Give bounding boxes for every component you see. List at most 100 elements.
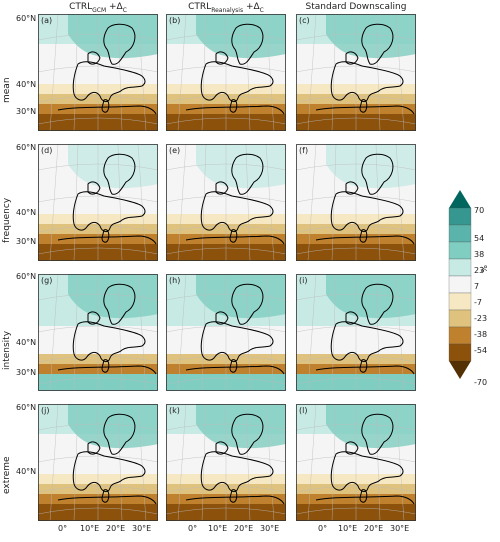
lat-label-60n-row1: 60°N: [16, 14, 37, 23]
coastline: [101, 229, 110, 243]
parallel-line: [165, 485, 287, 493]
parallel-line: [165, 355, 287, 363]
map-canvas: [37, 403, 159, 522]
parallel-line: [37, 377, 159, 385]
meridian-line: [245, 143, 251, 262]
meridian-line: [307, 273, 317, 392]
coastline: [229, 229, 238, 243]
parallel-line: [165, 117, 287, 125]
panel-label: (e): [169, 146, 181, 155]
panel-label: (a): [41, 16, 53, 25]
northern-increase-region: [196, 144, 286, 189]
meridian-line: [331, 13, 337, 132]
colorbar-unit: %: [479, 265, 488, 273]
meridian-line: [375, 13, 381, 132]
map-panel-mean-2: (b): [165, 13, 287, 132]
northern-increase-region: [326, 274, 416, 319]
map-canvas: [295, 13, 417, 132]
parallel-line: [37, 485, 159, 493]
lat-label-40n-row1: 40°N: [16, 80, 37, 89]
parallel-line: [37, 293, 159, 301]
meridian-line: [49, 143, 59, 262]
lon-label-20e-col3: 20°E: [364, 524, 384, 533]
meridian-line: [245, 403, 251, 522]
coastline: [231, 153, 264, 195]
lon-label-0-col3: 0°: [318, 524, 328, 533]
meridian-line: [265, 273, 275, 392]
coastline: [345, 311, 359, 325]
coastline: [101, 359, 110, 373]
lon-label-30e-col1: 30°E: [132, 524, 152, 533]
meridian-line: [73, 13, 79, 132]
lon-label-10e-col1: 10°E: [80, 524, 100, 533]
coastline: [87, 181, 101, 195]
coastline: [200, 451, 274, 493]
parallel-line: [37, 163, 159, 171]
northern-increase-region: [196, 14, 286, 59]
parallel-line: [165, 455, 287, 463]
coastline: [103, 23, 136, 65]
panel-label: (g): [41, 276, 53, 285]
parallel-line: [37, 117, 159, 125]
parallel-line: [295, 293, 417, 301]
colorbar-tick-54: 54: [474, 234, 485, 243]
row-title-extreme: extreme: [2, 456, 12, 494]
row-title-mean: mean: [2, 77, 12, 103]
meridian-line: [265, 143, 275, 262]
row-title-intensity: intensity: [2, 330, 12, 370]
map-panel-intensity-3: (i): [295, 273, 417, 392]
meridian-line: [137, 273, 147, 392]
map-panel-intensity-2: (h): [165, 273, 287, 392]
parallel-line: [295, 163, 417, 171]
colorbar-tick-minus54: -54: [474, 346, 488, 355]
northern-increase-region: [68, 274, 158, 319]
colorbar-tick-minus70: -70: [474, 378, 488, 387]
colorbar-extend-bottom: [449, 361, 471, 379]
panel-frame: [38, 404, 158, 521]
coastline: [231, 23, 264, 65]
map-panel-mean-3: (c): [295, 13, 417, 132]
northern-increase-region: [326, 144, 416, 189]
lat-label-40n-row2: 40°N: [16, 208, 37, 217]
coastline: [185, 235, 285, 245]
meridian-line: [117, 273, 123, 392]
colorbar-segment: [448, 292, 472, 311]
northern-increase-region: [68, 144, 158, 189]
coastline: [359, 489, 368, 503]
parallel-line: [165, 325, 287, 333]
meridian-line: [137, 13, 147, 132]
meridian-line: [201, 403, 207, 522]
column-title-1: CTRLGCM +ΔC: [69, 2, 127, 14]
map-canvas: [165, 403, 287, 522]
coastline: [200, 61, 274, 103]
colorbar: [448, 190, 472, 379]
colorbar-segment: [448, 326, 472, 345]
meridian-line: [137, 403, 147, 522]
coastline: [361, 283, 394, 325]
coastline: [231, 413, 264, 455]
coastline: [185, 365, 285, 375]
panel-frame: [38, 144, 158, 261]
map-panel-frequency-1: (d): [37, 143, 159, 262]
map-panel-intensity-1: (g): [37, 273, 159, 392]
parallel-line: [295, 65, 417, 73]
parallel-line: [165, 65, 287, 73]
panel-frame: [38, 14, 158, 131]
parallel-line: [295, 377, 417, 385]
coastline: [330, 191, 404, 233]
lat-label-40n-row4: 40°N: [16, 467, 37, 476]
map-panel-frequency-2: (e): [165, 143, 287, 262]
meridian-line: [245, 13, 251, 132]
meridian-line: [331, 403, 337, 522]
lat-label-60n-row2: 60°N: [16, 143, 37, 152]
coastline: [200, 321, 274, 363]
lon-label-10e-col2: 10°E: [208, 524, 228, 533]
coastline: [229, 489, 238, 503]
meridian-line: [375, 403, 381, 522]
coastline: [359, 99, 368, 113]
parallel-line: [165, 247, 287, 255]
panel-label: (d): [41, 146, 53, 155]
row-title-frequency: frequency: [2, 197, 12, 243]
parallel-line: [165, 293, 287, 301]
